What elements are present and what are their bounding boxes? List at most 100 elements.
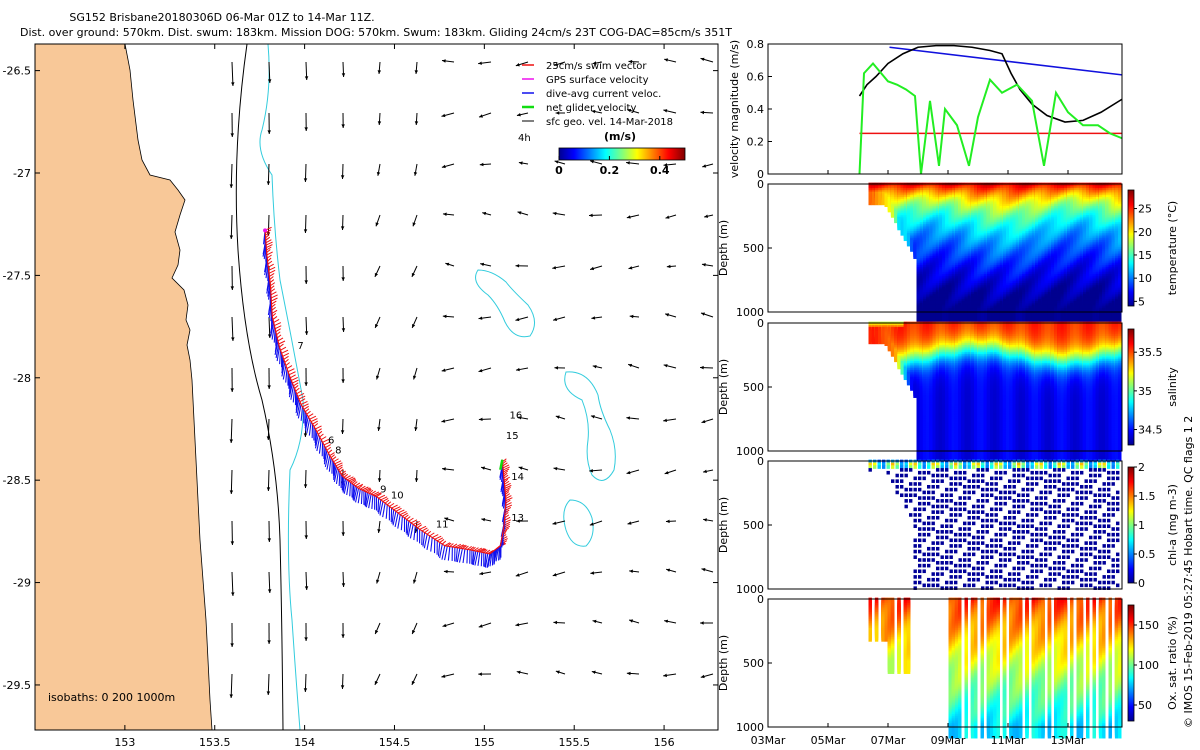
geo-arrow-head: [517, 416, 522, 420]
geo-arrow-head: [267, 79, 272, 83]
legend-entry-net: net glider velocity: [546, 103, 636, 114]
geo-arrow-head: [479, 571, 484, 576]
map-xtick-label: 154.5: [379, 736, 411, 749]
geo-arrow-head: [341, 634, 345, 638]
geo-arrow-shaft: [230, 163, 233, 189]
geo-arrow-head: [303, 433, 308, 437]
geo-arrow-head: [515, 264, 520, 268]
geo-arrow-head: [375, 630, 379, 635]
geo-arrow-head: [628, 59, 633, 64]
colorbar-tick-label: 0.4: [650, 164, 670, 177]
geo-arrow-head: [590, 160, 594, 164]
temperature-cell: [887, 198, 892, 213]
velocity-ylabel: velocity magnitude (m/s): [728, 40, 741, 178]
geo-arrow-head: [629, 314, 634, 319]
isobath-seamount-1: [475, 269, 535, 338]
geo-arrow-head: [592, 364, 597, 369]
geo-arrow-head: [515, 573, 520, 577]
geo-arrow-head: [552, 521, 557, 525]
geo-arrow-head: [376, 171, 381, 176]
geo-arrow-head: [231, 592, 235, 596]
temperature-cell: [906, 232, 911, 247]
geo-arrow-head: [266, 181, 271, 185]
geo-arrow-head: [516, 670, 521, 675]
geo-arrow-head: [304, 637, 308, 641]
geo-arrow-head: [374, 680, 379, 685]
geo-arrow-head: [341, 583, 346, 587]
geo-arrow-head: [229, 490, 234, 494]
geo-arrow-head: [441, 368, 446, 372]
geo-arrow-head: [412, 630, 416, 635]
geo-arrow-head: [629, 619, 634, 623]
temperature-cell: [884, 193, 888, 207]
geo-arrow-head: [591, 109, 596, 114]
geo-arrow-head: [229, 439, 234, 443]
legend-entry-swim: 25cm/s swim vector: [546, 61, 647, 72]
geo-arrow-head: [700, 621, 704, 625]
geo-arrow-head: [589, 213, 593, 218]
colorbar-tick-label: 0.2: [600, 164, 620, 177]
geo-arrow-head: [480, 262, 485, 267]
geo-arrow-head: [374, 272, 379, 277]
geo-arrow-head: [230, 541, 235, 545]
geo-arrow-head: [413, 171, 418, 176]
geo-arrow-head: [230, 286, 235, 290]
geo-arrow-head: [304, 382, 308, 386]
geo-arrow-head: [626, 416, 631, 420]
gps-surface-point: [263, 228, 268, 233]
geo-arrow-head: [627, 108, 632, 113]
geo-arrow-head: [442, 212, 447, 216]
geo-arrow-head: [412, 375, 417, 380]
geo-arrow-head: [478, 368, 483, 373]
temperature-cell: [871, 191, 876, 206]
temperature-cell: [890, 204, 895, 218]
geo-arrow-head: [414, 121, 419, 125]
geo-arrow-head: [411, 272, 416, 277]
geo-arrow-head: [591, 316, 596, 320]
geo-arrow-head: [304, 280, 308, 284]
geo-arrow-head: [375, 375, 380, 380]
legend-entry-gps: GPS surface velocity: [546, 75, 649, 86]
geo-arrow-head: [517, 211, 522, 215]
geo-arrow-head: [663, 163, 668, 167]
geo-arrow-head: [445, 262, 450, 267]
colorbar-tick-label: 0: [555, 164, 563, 177]
geo-arrow-head: [700, 674, 705, 679]
velocity-ytick-label: 0.4: [747, 103, 765, 116]
map-ytick-label: -28: [13, 372, 31, 385]
geo-arrow-head: [340, 430, 345, 434]
geo-arrow-head: [478, 316, 483, 320]
geo-arrow-head: [666, 568, 671, 572]
geo-arrow-head: [478, 624, 483, 628]
geo-arrow-head: [664, 58, 669, 62]
geo-arrow-head: [414, 478, 419, 482]
geo-arrow-head: [663, 364, 668, 368]
geo-arrow-head: [515, 317, 520, 322]
geo-arrow-head: [554, 62, 559, 67]
geo-arrow-head: [552, 573, 557, 577]
velocity-ytick-label: 0.2: [747, 136, 765, 149]
geo-arrow-head: [626, 671, 631, 676]
geo-arrow-head: [340, 226, 345, 230]
map-ytick-label: -26.5: [3, 65, 31, 78]
isobath-label: isobaths: 0 200 1000m: [48, 691, 175, 704]
geo-arrow-head: [340, 175, 345, 179]
track-day-label: 10: [391, 491, 404, 502]
geo-arrow-head: [664, 470, 669, 475]
geo-arrow-head: [554, 366, 559, 370]
isobath-1000m: [259, 43, 304, 731]
geo-arrow-head: [304, 535, 308, 539]
geo-arrow-head: [629, 569, 633, 573]
geo-arrow-head: [229, 184, 234, 188]
track-day-label: 6: [328, 435, 334, 446]
temperature-cell: [894, 209, 898, 224]
geo-arrow-head: [414, 427, 418, 431]
geo-arrow-head: [515, 622, 520, 627]
geo-arrow-head: [592, 619, 597, 624]
geo-arrow-head: [591, 670, 596, 675]
geo-arrow-head: [376, 579, 380, 584]
geo-arrow-head: [663, 418, 668, 423]
